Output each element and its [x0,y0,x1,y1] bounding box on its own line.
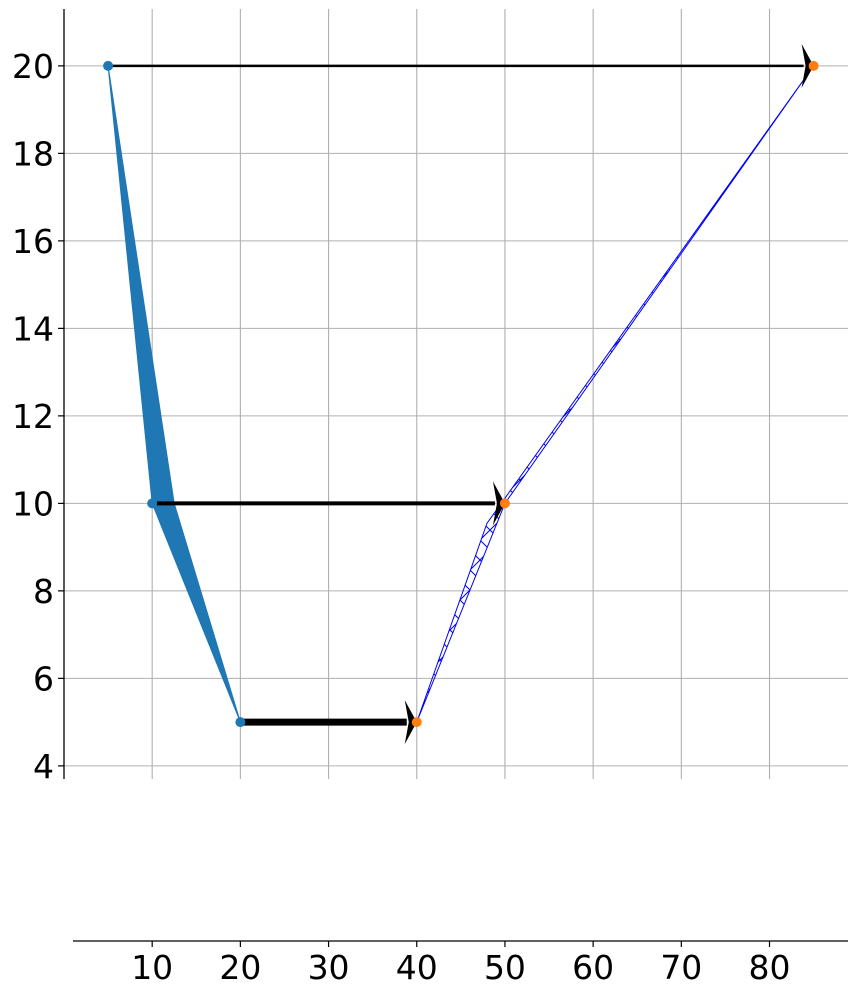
x-tick-label: 80 [749,948,791,987]
x-tick-label: 20 [219,948,261,987]
y-ticks: 4 6 8 10 12 14 16 18 20 [12,47,64,786]
arrow-head [404,700,417,745]
x-tick-label: 50 [484,948,526,987]
filled-areas [107,65,815,723]
x-tick-label: 70 [660,948,702,987]
arrows [108,43,814,745]
right-point-marker [808,60,819,71]
left-filled-area [107,65,241,723]
x-tick-label: 60 [572,948,614,987]
y-tick-label: 20 [12,47,54,86]
x-tick-label: 10 [131,948,173,987]
y-tick-label: 18 [12,134,54,173]
right-point-marker [499,498,510,509]
y-tick-label: 12 [12,397,54,436]
arrow-head [801,43,814,88]
arrow-head [492,481,505,526]
y-tick-label: 8 [33,572,54,611]
y-tick-label: 10 [12,484,54,523]
x-ticks: 10 20 30 40 50 60 70 80 [131,941,791,987]
x-tick-label: 30 [308,948,350,987]
y-tick-label: 16 [12,222,54,261]
left-point-marker [147,498,158,509]
right-hatched-area [416,65,815,723]
left-point-marker [103,60,114,71]
axes [63,9,848,942]
right-point-marker [411,717,422,728]
grid [64,9,848,779]
y-tick-label: 4 [33,747,54,786]
y-tick-label: 6 [33,659,54,698]
left-point-marker [235,717,246,728]
y-tick-label: 14 [12,309,54,348]
point-markers [103,60,819,728]
x-tick-label: 40 [396,948,438,987]
